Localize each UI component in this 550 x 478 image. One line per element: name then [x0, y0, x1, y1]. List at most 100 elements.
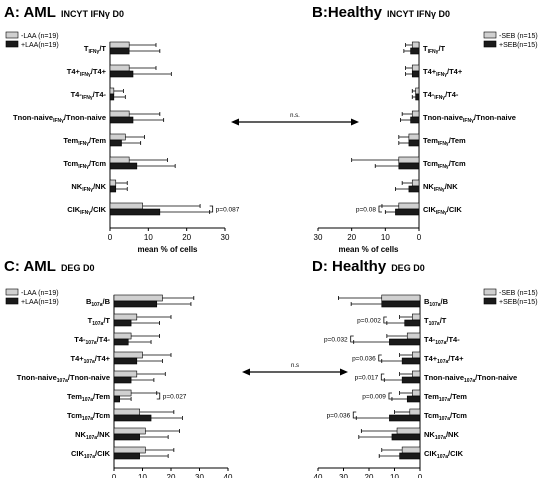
bar	[109, 47, 130, 55]
bar	[113, 313, 138, 321]
category-label: Tem107a/Tem	[424, 392, 467, 403]
legend-label: -SEB (n=15)	[499, 290, 538, 297]
category-label-sub: IFNγ	[78, 141, 89, 147]
category-label: TemIFNγ/Tem	[63, 136, 106, 147]
bar	[412, 370, 421, 378]
category-label-rest: /T4+	[448, 354, 464, 363]
category-label-rest: /T4-	[446, 335, 460, 344]
x-axis-label: mean % of cells	[137, 245, 198, 254]
category-label: Tnon-naiveIFNγ/Tnon-naive	[423, 113, 516, 124]
category-label-rest: /B	[441, 297, 449, 306]
category-label-base: T4+	[67, 67, 81, 76]
significance-bracket	[156, 392, 161, 400]
x-tick-label: 20	[365, 473, 374, 478]
category-label-rest: /Tnon-naive	[64, 113, 106, 122]
category-label-rest: /Tem	[93, 392, 110, 401]
category-label: Tnon-naive107a/Tnon-naive	[424, 373, 517, 384]
category-label-rest: /Tcm	[449, 159, 466, 168]
x-tick-label: 30	[195, 473, 204, 478]
x-tick-label: 10	[144, 233, 153, 242]
significance-bracket	[209, 205, 214, 213]
category-label-rest: /T	[440, 316, 447, 325]
bar	[411, 64, 420, 72]
category-label-base: T4+	[424, 354, 438, 363]
panel-title-main: C: AML	[4, 258, 56, 275]
category-label-base: CIK	[423, 205, 437, 214]
category-label-rest: /T	[438, 44, 445, 53]
category-label-base: Tcm	[63, 159, 78, 168]
bar	[109, 208, 161, 216]
category-label-base: Tem	[424, 392, 439, 401]
bar	[409, 408, 421, 416]
x-axis-label: mean % of cells	[338, 245, 399, 254]
category-label-rest: /Tem	[449, 136, 466, 145]
category-label: CIK107a/CIK	[71, 449, 111, 460]
category-label-sub: IFNγ	[78, 164, 89, 170]
bar	[113, 395, 120, 403]
bar	[410, 116, 420, 124]
bar	[113, 300, 158, 308]
bar	[109, 133, 126, 141]
bar	[411, 70, 420, 78]
category-label-sub: 107a	[429, 321, 440, 327]
legend-swatch	[5, 31, 19, 39]
bar	[412, 389, 421, 397]
category-label: TemIFNγ/Tem	[423, 136, 466, 147]
p-value-label: p=0.002	[357, 318, 381, 325]
category-label-rest: /Tcm	[89, 159, 106, 168]
category-label-rest: /Tem	[89, 136, 106, 145]
bar	[412, 351, 421, 359]
category-label-rest: /T	[99, 44, 106, 53]
panel-d: D: Healthy DEG D0 -SEB (n=15) +SEB(n=15) 40 3…	[312, 258, 538, 478]
category-label-sub: 107a	[86, 435, 97, 441]
x-tick-label: 20	[347, 233, 356, 242]
x-tick-label: 0	[112, 473, 117, 478]
category-label-sub: 107a	[91, 302, 102, 308]
category-label: T107a/T	[88, 316, 111, 327]
category-label-sub: 107a	[437, 359, 448, 365]
category-label: CIK107a/CIK	[424, 449, 464, 460]
bar	[395, 208, 420, 216]
bar	[399, 452, 421, 460]
category-label-base: CIK	[67, 205, 81, 214]
category-label-sub: IFNγ	[438, 164, 449, 170]
category-label: B107a/B	[424, 297, 449, 308]
bar	[109, 93, 115, 101]
category-label: T4-107a/T4-	[424, 335, 460, 346]
category-label-base: NK	[75, 430, 86, 439]
category-label-base: CIK	[424, 449, 438, 458]
p-value-label: p=0.087	[216, 207, 240, 214]
bar	[415, 93, 420, 101]
x-tick-label: 40	[224, 473, 233, 478]
category-label-rest: /T4+	[91, 67, 107, 76]
panel-title-main: D: Healthy	[312, 258, 387, 275]
category-label-rest: /T4+	[95, 354, 111, 363]
category-label-base: Tcm	[67, 411, 82, 420]
bar	[398, 202, 420, 210]
category-label-rest: /T4-	[97, 335, 111, 344]
ns-arrow-top: n.s.	[231, 113, 359, 126]
category-label-rest: /CIK	[91, 205, 107, 214]
category-label-sub: 107a	[439, 397, 450, 403]
category-label: CIKIFNγ/CIK	[423, 205, 462, 216]
category-label-sub: 107a	[437, 454, 448, 460]
bar	[113, 389, 132, 397]
p-value-label: p=0.032	[324, 337, 348, 344]
category-label: NK107a/NK	[75, 430, 110, 441]
bar	[113, 376, 132, 384]
bar	[401, 357, 421, 365]
bar	[113, 446, 146, 454]
category-label: TIFNγ/T	[84, 44, 107, 55]
bar	[406, 395, 421, 403]
category-label-base: Tnon-naive	[13, 113, 53, 122]
category-label-base: NK	[423, 182, 434, 191]
bar	[109, 162, 138, 170]
legend-label: +SEB(n=15)	[499, 42, 538, 49]
significance-bracket	[350, 335, 354, 343]
bar	[406, 332, 421, 340]
category-label-rest: /Tnon-naive	[475, 373, 517, 382]
category-label-base: T4-	[71, 90, 83, 99]
significance-bracket	[378, 205, 382, 213]
significance-bracket	[378, 354, 382, 362]
